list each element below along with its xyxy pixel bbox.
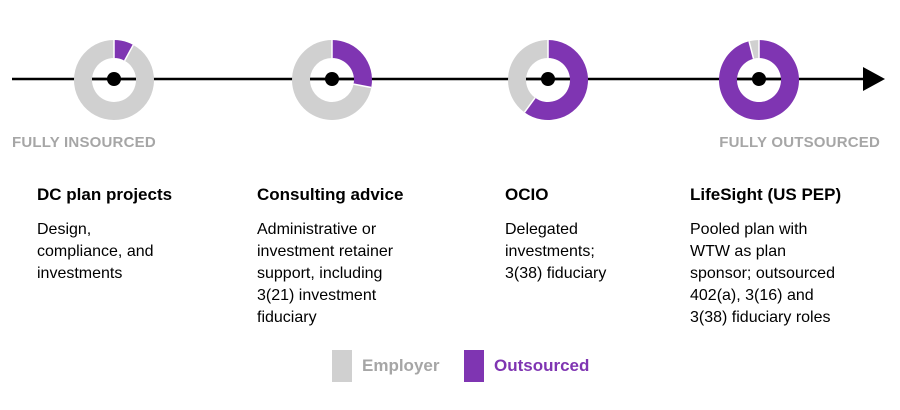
donut-2 [292,40,373,120]
stage-title: DC plan projects [37,185,173,204]
legend-swatch-outsourced [464,350,484,382]
stage-column-3: OCIO Delegated investments; 3(38) fiduci… [505,185,705,285]
donut-slice-separator [123,44,134,62]
stage-column-4: LifeSight (US PEP) Pooled plan with WTW … [690,185,890,329]
donut-slice-separator [353,83,372,89]
stage-title: LifeSight (US PEP) [690,185,842,204]
stage-title: OCIO [505,185,549,204]
timeline-marker-dot [541,72,555,86]
donut-1 [73,40,154,120]
timeline-marker-dot [107,72,121,86]
timeline-marker-dot [325,72,339,86]
legend-item-outsourced: Outsourced [464,350,589,382]
donut-slice-separator [523,97,536,113]
donut-4 [718,40,799,120]
donut-slice-employer [292,40,372,120]
stage-description: Design, compliance, and investments [37,221,154,282]
stage-description: Pooled plan with WTW as plan sponsor; ou… [690,221,835,326]
axis-arrow-head [863,67,885,91]
donut-slice-outsourced [332,40,373,88]
donut-slice-employer [73,40,154,120]
legend-label-employer: Employer [362,356,440,375]
stage-column-2: Consulting advice Administrative or inve… [257,185,457,329]
legend-swatch-employer [332,350,352,382]
stage-column-1: DC plan projects Design, compliance, and… [37,185,237,285]
stage-title: Consulting advice [257,185,404,204]
axis-start-label: FULLY INSOURCED [12,134,156,151]
donut-slice-separator [748,41,755,59]
donut-3 [508,40,588,120]
donut-charts [73,40,799,120]
legend-item-employer: Employer [332,350,439,382]
stage-description: Administrative or investment retainer su… [257,221,394,326]
donut-slice-outsourced [718,40,799,120]
stage-description: Delegated investments; 3(38) fiduciary [505,221,607,282]
timeline-marker-dot [752,72,766,86]
legend-label-outsourced: Outsourced [494,356,590,375]
donut-slice-employer [749,40,759,59]
donut-slice-outsourced [114,40,134,61]
axis-end-label: FULLY OUTSOURCED [719,134,880,151]
donut-slice-outsourced [524,40,588,120]
donut-slice-employer [508,40,548,113]
